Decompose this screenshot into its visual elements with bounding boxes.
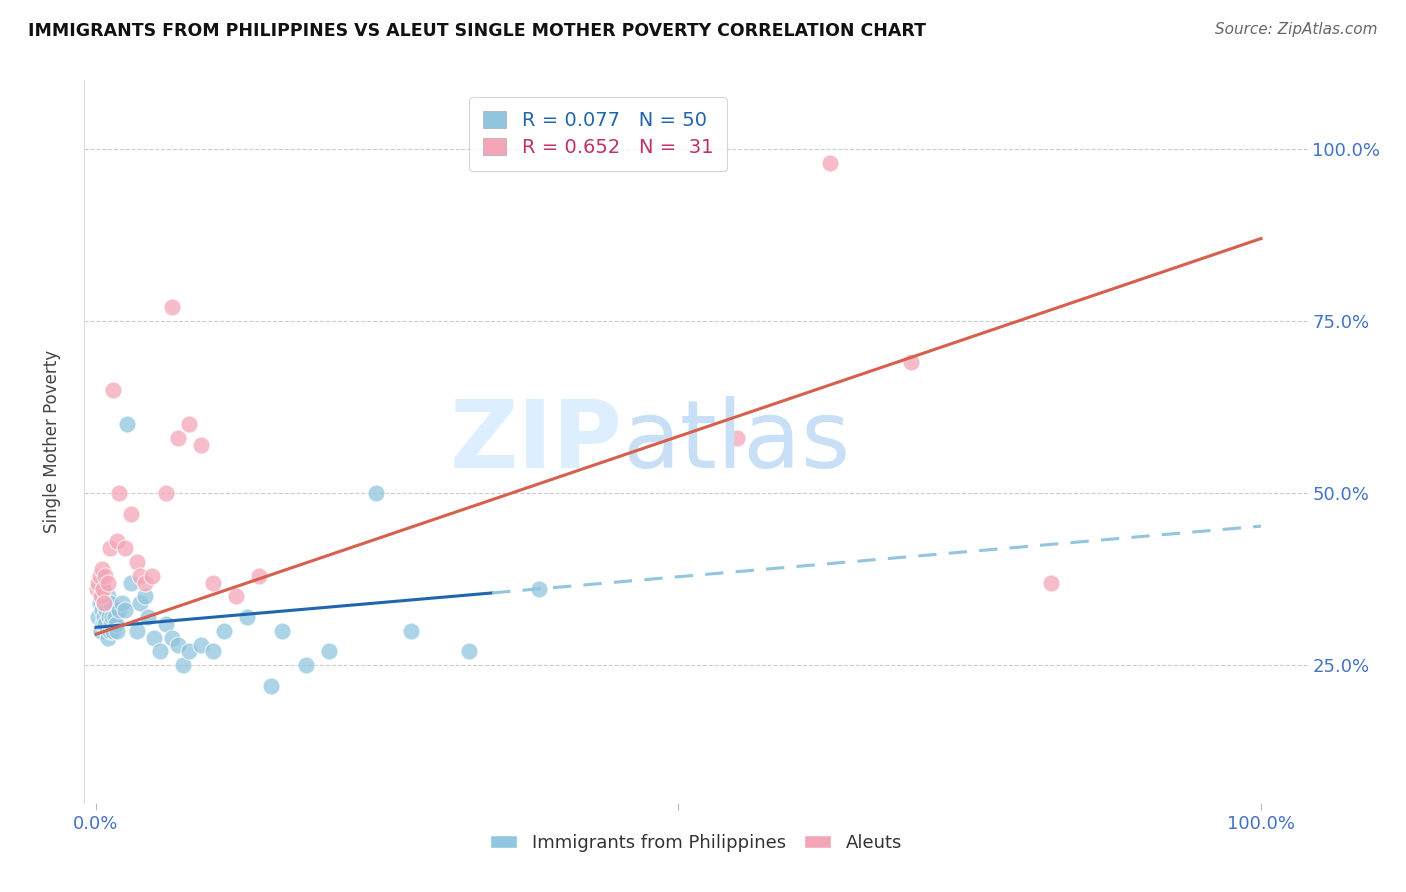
Point — [138, 610, 160, 624]
Point — [90, 590, 112, 604]
Point — [96, 603, 118, 617]
Point — [236, 610, 259, 624]
Point — [129, 596, 152, 610]
Point — [103, 624, 125, 638]
Point — [179, 644, 201, 658]
Point — [91, 616, 114, 631]
Point — [90, 562, 112, 576]
Point — [111, 596, 134, 610]
Point — [155, 616, 177, 631]
Point — [149, 644, 172, 658]
Point — [89, 568, 111, 582]
Point — [155, 486, 177, 500]
Legend: Immigrants from Philippines, Aleuts: Immigrants from Philippines, Aleuts — [482, 826, 910, 859]
Point — [225, 590, 247, 604]
Point — [93, 596, 115, 610]
Point — [94, 616, 117, 631]
Point — [166, 431, 188, 445]
Text: Source: ZipAtlas.com: Source: ZipAtlas.com — [1215, 22, 1378, 37]
Point — [105, 534, 128, 549]
Point — [125, 555, 148, 569]
Point — [172, 658, 194, 673]
Text: IMMIGRANTS FROM PHILIPPINES VS ALEUT SINGLE MOTHER POVERTY CORRELATION CHART: IMMIGRANTS FROM PHILIPPINES VS ALEUT SIN… — [28, 22, 927, 40]
Point — [101, 610, 124, 624]
Point — [900, 355, 922, 369]
Point — [179, 417, 201, 432]
Y-axis label: Single Mother Poverty: Single Mother Poverty — [42, 350, 60, 533]
Point — [294, 658, 316, 673]
Point — [100, 616, 122, 631]
Point — [160, 631, 183, 645]
Point — [114, 541, 136, 556]
Point — [399, 624, 422, 638]
Point — [201, 644, 224, 658]
Point — [103, 383, 125, 397]
Point — [247, 568, 270, 582]
Point — [98, 596, 121, 610]
Point — [212, 624, 235, 638]
Point — [91, 582, 114, 597]
Text: atlas: atlas — [623, 395, 851, 488]
Point — [125, 624, 148, 638]
Text: ZIP: ZIP — [450, 395, 623, 488]
Point — [134, 575, 156, 590]
Point — [93, 610, 115, 624]
Point — [527, 582, 550, 597]
Point — [120, 575, 142, 590]
Point — [117, 417, 139, 432]
Point — [190, 638, 212, 652]
Point — [260, 679, 283, 693]
Point — [98, 624, 121, 638]
Point — [97, 590, 120, 604]
Point — [108, 603, 131, 617]
Point — [90, 603, 112, 617]
Point — [104, 616, 127, 631]
Point — [105, 624, 128, 638]
Point — [89, 596, 111, 610]
Point — [86, 582, 108, 597]
Point — [725, 431, 748, 445]
Point — [90, 624, 112, 638]
Point — [201, 575, 224, 590]
Point — [87, 610, 110, 624]
Point — [93, 596, 115, 610]
Point — [818, 156, 841, 170]
Point — [94, 568, 117, 582]
Point — [87, 575, 110, 590]
Point — [97, 631, 120, 645]
Point — [129, 568, 152, 582]
Point — [120, 507, 142, 521]
Point — [166, 638, 188, 652]
Point — [1040, 575, 1063, 590]
Point — [141, 568, 163, 582]
Point — [143, 631, 166, 645]
Point — [457, 644, 479, 658]
Point — [134, 590, 156, 604]
Point — [97, 575, 120, 590]
Point — [98, 541, 121, 556]
Point — [104, 610, 127, 624]
Point — [271, 624, 294, 638]
Point — [364, 486, 387, 500]
Point — [90, 590, 112, 604]
Point — [114, 603, 136, 617]
Point — [108, 486, 131, 500]
Point — [190, 438, 212, 452]
Point — [160, 301, 183, 315]
Point — [97, 610, 120, 624]
Point — [318, 644, 340, 658]
Point — [91, 582, 114, 597]
